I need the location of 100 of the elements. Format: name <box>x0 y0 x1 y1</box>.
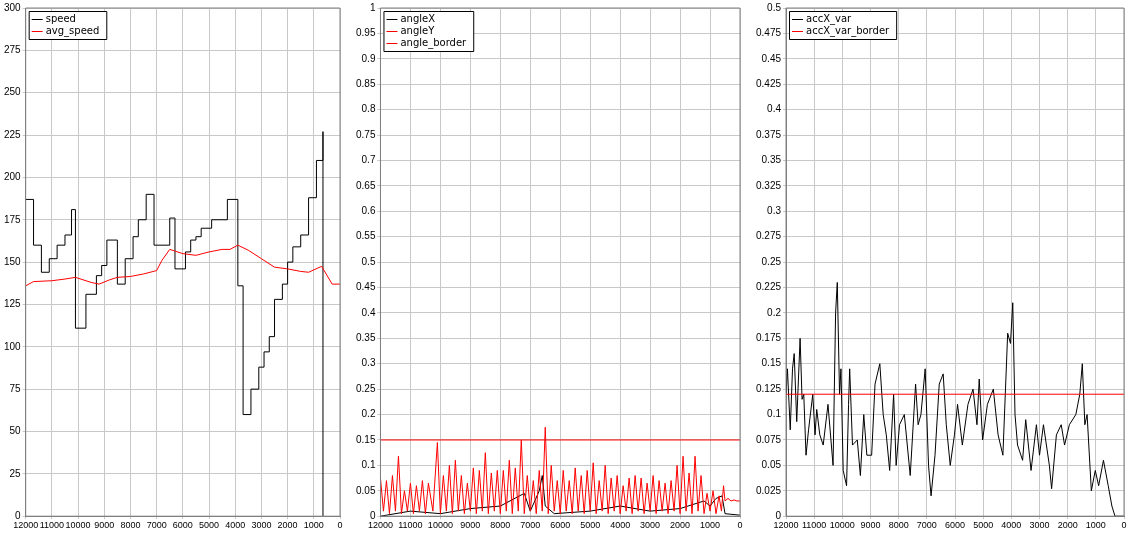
y-tick-label: 0.225 <box>755 281 782 293</box>
y-tick-label: 0.45 <box>355 281 376 293</box>
x-tick-label: 7000 <box>916 520 937 531</box>
y-tick-label: 0.425 <box>755 77 782 89</box>
y-tick-label: 0.9 <box>361 52 376 64</box>
y-tick-label: 0 <box>775 509 782 521</box>
x-tick-label: 5000 <box>973 520 994 531</box>
y-tick-label: 0.2 <box>361 408 376 420</box>
y-tick-label: 0.025 <box>755 484 782 496</box>
x-tick-label: 3000 <box>640 520 661 531</box>
legend-label: avg_speed <box>45 24 100 37</box>
legend-label: accX_var_border <box>806 24 891 37</box>
y-tick-label: 0.95 <box>355 27 376 39</box>
y-tick-label: 0.25 <box>761 255 782 267</box>
y-tick-label: 0 <box>15 509 22 521</box>
x-tick-label: 7000 <box>520 520 541 531</box>
x-tick-label: 11000 <box>802 520 827 531</box>
y-tick-label: 0.375 <box>755 128 782 140</box>
y-tick-label: 0.55 <box>355 230 376 242</box>
y-tick-label: 275 <box>4 44 22 56</box>
y-tick-label: 50 <box>9 425 22 437</box>
y-tick-label: 0.125 <box>755 382 782 394</box>
y-tick-label: 0.4 <box>361 306 376 318</box>
y-tick-label: 75 <box>9 382 22 394</box>
x-tick-label: 10000 <box>65 520 91 531</box>
y-tick-label: 0.2 <box>767 306 782 318</box>
x-tick-label: 12000 <box>367 520 393 531</box>
x-tick-label: 4000 <box>1001 520 1022 531</box>
x-tick-label: 4000 <box>225 520 246 531</box>
x-tick-label: 0 <box>337 520 343 531</box>
y-tick-label: 0.35 <box>761 154 782 166</box>
y-tick-label: 0.35 <box>355 332 376 344</box>
y-tick-label: 0.1 <box>767 408 782 420</box>
legend-label: accX_var <box>806 12 853 25</box>
x-tick-label: 10000 <box>829 520 855 531</box>
x-tick-label: 1000 <box>1085 520 1106 531</box>
y-tick-label: 0.45 <box>761 52 782 64</box>
y-tick-label: 250 <box>4 86 22 98</box>
x-tick-label: 11000 <box>39 520 65 531</box>
y-tick-label: 0.475 <box>755 27 782 39</box>
x-tick-label: 8000 <box>120 520 141 531</box>
y-tick-label: 0.85 <box>355 77 376 89</box>
x-tick-label: 9000 <box>460 520 481 531</box>
legend-label: angle_border <box>400 36 468 49</box>
y-tick-label: 0.275 <box>755 230 782 242</box>
y-tick-label: 0.7 <box>361 154 376 166</box>
x-tick-label: 12000 <box>13 520 39 531</box>
y-tick-label: 125 <box>4 298 22 310</box>
legend-label: angleY <box>400 24 436 36</box>
y-tick-label: 0.5 <box>361 255 376 267</box>
x-tick-label: 1000 <box>303 520 324 531</box>
y-tick-label: 0.05 <box>355 484 376 496</box>
y-tick-label: 0.325 <box>755 179 782 191</box>
x-tick-label: 8000 <box>490 520 511 531</box>
y-tick-label: 0.5 <box>767 1 782 13</box>
x-tick-label: 10000 <box>427 520 453 531</box>
x-tick-label: 5000 <box>199 520 220 531</box>
x-tick-label: 6000 <box>172 520 193 531</box>
y-tick-label: 0.8 <box>361 103 376 115</box>
y-tick-label: 225 <box>4 128 22 140</box>
legend-label: speed <box>45 12 76 24</box>
y-tick-label: 0.175 <box>755 332 782 344</box>
x-tick-label: 0 <box>737 520 743 531</box>
y-tick-label: 25 <box>9 467 22 479</box>
x-tick-label: 3000 <box>251 520 272 531</box>
x-tick-label: 5000 <box>580 520 601 531</box>
y-tick-label: 0.15 <box>761 357 782 369</box>
x-tick-label: 2000 <box>277 520 298 531</box>
y-tick-label: 150 <box>4 255 22 267</box>
y-tick-label: 0.4 <box>767 103 782 115</box>
y-tick-label: 0.1 <box>361 459 376 471</box>
x-tick-label: 8000 <box>888 520 909 531</box>
x-tick-label: 9000 <box>860 520 881 531</box>
y-tick-label: 0.05 <box>761 459 782 471</box>
y-tick-label: 200 <box>4 171 22 183</box>
x-tick-label: 6000 <box>945 520 966 531</box>
x-tick-label: 6000 <box>550 520 571 531</box>
x-tick-label: 9000 <box>94 520 115 531</box>
x-tick-label: 1000 <box>700 520 721 531</box>
x-tick-label: 0 <box>1121 520 1127 531</box>
y-tick-label: 175 <box>4 213 22 225</box>
y-tick-label: 0 <box>369 509 376 521</box>
x-tick-label: 7000 <box>146 520 167 531</box>
y-tick-label: 0.65 <box>355 179 376 191</box>
x-tick-label: 2000 <box>1057 520 1078 531</box>
y-tick-label: 300 <box>4 1 22 13</box>
y-tick-label: 0.075 <box>755 433 782 445</box>
x-tick-label: 4000 <box>610 520 631 531</box>
y-tick-label: 100 <box>4 340 22 352</box>
x-tick-label: 12000 <box>773 520 799 531</box>
y-tick-label: 1 <box>369 1 376 13</box>
x-tick-label: 11000 <box>398 520 423 531</box>
legend-label: angleX <box>400 12 436 24</box>
y-tick-label: 0.25 <box>355 382 376 394</box>
y-tick-label: 0.3 <box>767 205 782 217</box>
y-tick-label: 0.6 <box>361 205 376 217</box>
y-tick-label: 0.3 <box>361 357 376 369</box>
y-tick-label: 0.75 <box>355 128 376 140</box>
y-tick-label: 0.15 <box>355 433 376 445</box>
x-tick-label: 3000 <box>1029 520 1050 531</box>
